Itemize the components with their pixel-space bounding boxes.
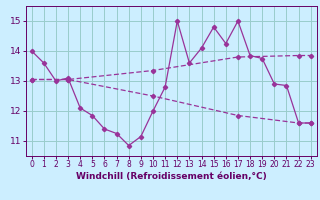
X-axis label: Windchill (Refroidissement éolien,°C): Windchill (Refroidissement éolien,°C) (76, 172, 267, 181)
